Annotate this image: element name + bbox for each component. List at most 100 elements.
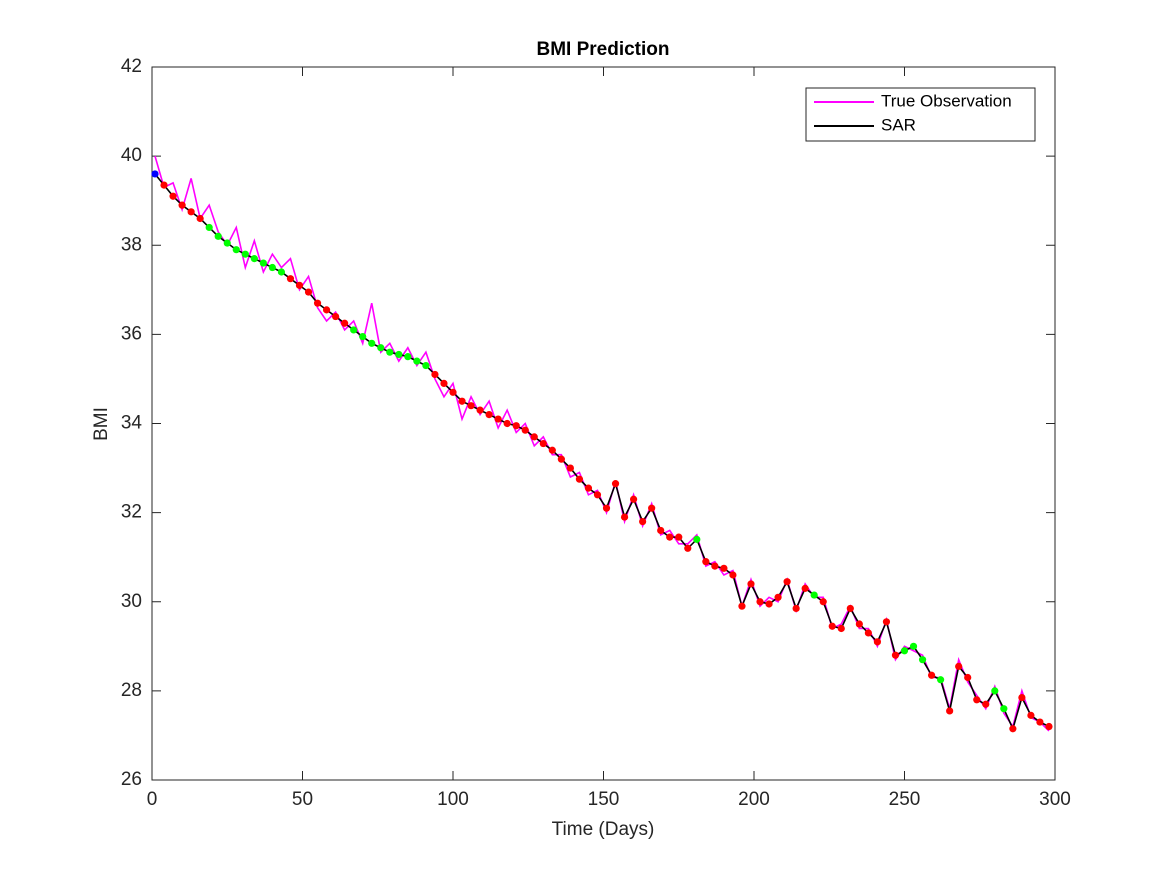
marker	[1045, 722, 1053, 731]
marker	[512, 422, 520, 430]
y-tick-label: 28	[121, 680, 142, 701]
y-tick-label: 42	[121, 56, 142, 77]
marker	[882, 618, 891, 626]
marker	[1018, 693, 1026, 702]
marker	[991, 687, 999, 695]
marker	[1009, 725, 1017, 733]
marker	[277, 268, 286, 276]
marker	[187, 208, 195, 216]
marker	[946, 707, 954, 715]
marker	[557, 455, 565, 463]
marker	[494, 415, 502, 423]
legend-label: True Observation	[881, 91, 1012, 110]
x-tick-label: 200	[738, 789, 770, 810]
marker	[937, 676, 945, 684]
marker	[304, 288, 313, 296]
marker	[648, 504, 656, 512]
marker	[539, 439, 547, 448]
marker	[620, 513, 629, 521]
marker	[611, 480, 620, 488]
marker	[964, 673, 972, 682]
marker	[440, 379, 448, 387]
y-tick-label: 34	[121, 413, 143, 434]
marker	[1027, 711, 1035, 719]
x-tick-label: 100	[437, 789, 469, 810]
marker	[413, 357, 421, 365]
marker	[503, 419, 511, 428]
marker	[530, 433, 538, 441]
marker	[548, 446, 556, 454]
marker	[259, 259, 267, 267]
marker	[873, 638, 882, 646]
marker	[295, 281, 304, 289]
marker	[765, 600, 773, 608]
x-tick-label: 250	[889, 789, 921, 810]
marker	[973, 696, 981, 704]
marker	[169, 192, 177, 200]
marker	[639, 517, 647, 526]
marker	[657, 526, 665, 535]
marker	[431, 370, 439, 379]
marker	[341, 319, 349, 327]
marker	[982, 700, 990, 708]
marker	[584, 484, 593, 492]
marker	[702, 558, 710, 566]
y-tick-label: 38	[121, 234, 142, 255]
marker	[666, 533, 674, 541]
marker	[792, 604, 800, 613]
x-tick-label: 50	[292, 789, 313, 810]
marker	[268, 263, 276, 272]
marker	[250, 255, 258, 263]
marker	[386, 348, 394, 356]
marker	[151, 170, 159, 178]
marker	[214, 232, 222, 240]
marker	[909, 642, 918, 650]
x-tick-label: 300	[1039, 789, 1071, 810]
marker	[196, 214, 204, 223]
marker	[232, 246, 240, 254]
marker	[846, 604, 854, 613]
x-axis-label: Time (Days)	[552, 819, 655, 840]
marker	[332, 312, 340, 321]
marker	[178, 201, 186, 209]
legend-box	[805, 87, 1036, 142]
marker	[223, 239, 231, 247]
marker	[783, 578, 791, 586]
marker	[864, 629, 872, 637]
marker	[711, 562, 719, 570]
marker	[837, 624, 845, 633]
marker	[801, 584, 809, 592]
marker	[476, 406, 484, 414]
marker	[359, 333, 367, 341]
y-axis-label: BMI	[91, 407, 112, 441]
plot-frame	[151, 66, 1056, 781]
marker	[738, 602, 746, 610]
marker	[927, 671, 936, 679]
marker	[395, 350, 403, 359]
x-tick-label: 0	[147, 789, 158, 810]
series-line	[154, 173, 1050, 732]
marker	[693, 535, 701, 543]
marker	[485, 410, 493, 419]
marker	[684, 544, 692, 552]
marker	[756, 598, 764, 606]
chart-title: BMI Prediction	[536, 39, 669, 60]
y-tick-label: 26	[121, 769, 142, 790]
marker	[1000, 705, 1008, 713]
marker	[422, 361, 430, 370]
marker	[467, 402, 475, 410]
marker	[458, 397, 466, 405]
marker	[449, 388, 457, 396]
marker	[855, 620, 863, 628]
marker	[630, 495, 638, 503]
marker	[404, 353, 412, 361]
marker	[368, 339, 376, 347]
y-tick-label: 40	[121, 145, 142, 166]
marker	[593, 491, 602, 499]
marker	[350, 326, 358, 334]
marker	[891, 651, 900, 659]
marker	[729, 571, 737, 579]
marker	[566, 464, 574, 472]
